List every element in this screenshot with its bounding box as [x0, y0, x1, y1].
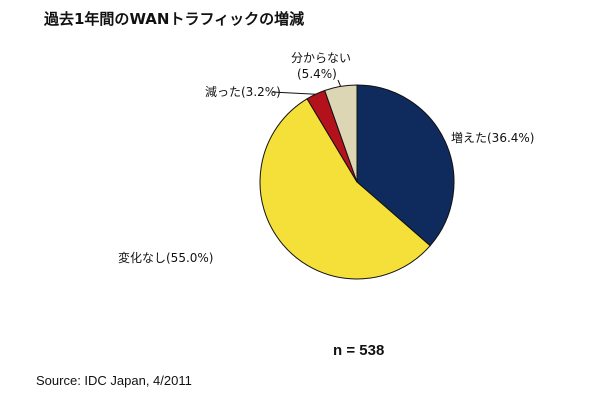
- sample-size: n = 538: [333, 342, 385, 359]
- slice-label-decreased: 減った(3.2%): [205, 84, 281, 99]
- source-note: Source: IDC Japan, 4/2011: [36, 373, 192, 388]
- slice-label-unknown: 分からない: [291, 51, 351, 65]
- slice-label-unknown-pct: (5.4%): [297, 67, 337, 81]
- slice-label-no-change: 変化なし(55.0%): [118, 250, 214, 265]
- slice-label-increased: 増えた(36.4%): [451, 131, 535, 145]
- slice-increased: [356, 84, 455, 247]
- chart-title: 過去1年間のWANトラフィックの増減: [44, 10, 305, 28]
- leader-line-unknown: [337, 79, 342, 87]
- slice-unknown: [324, 84, 358, 183]
- leader-line-decreased: [271, 91, 316, 95]
- slice-no-change: [259, 98, 431, 280]
